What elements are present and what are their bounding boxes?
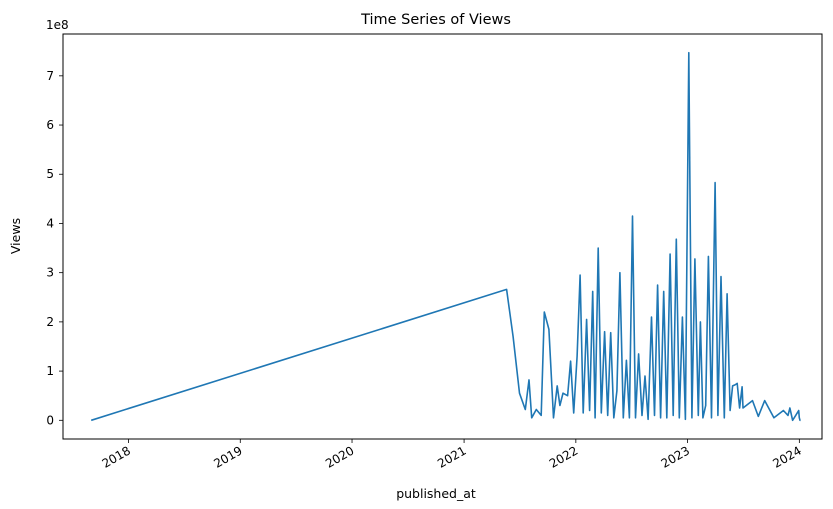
y-tick-label: 4 bbox=[46, 216, 54, 230]
series-line-0 bbox=[90, 51, 801, 422]
y-axis-label: Views bbox=[8, 218, 23, 254]
plot-frame bbox=[62, 33, 823, 440]
y-tick-label: 2 bbox=[46, 315, 54, 329]
y-tick-label: 6 bbox=[46, 118, 54, 132]
chart-title: Time Series of Views bbox=[360, 12, 511, 28]
y-axis-offset-label: 1e8 bbox=[46, 18, 69, 32]
y-tick-label: 1 bbox=[46, 364, 54, 378]
y-tick-label: 0 bbox=[46, 413, 54, 427]
y-tick-label: 3 bbox=[46, 266, 54, 280]
y-tick-label: 5 bbox=[46, 167, 54, 181]
x-axis-label: published_at bbox=[396, 486, 476, 501]
y-tick-label: 7 bbox=[46, 69, 54, 83]
